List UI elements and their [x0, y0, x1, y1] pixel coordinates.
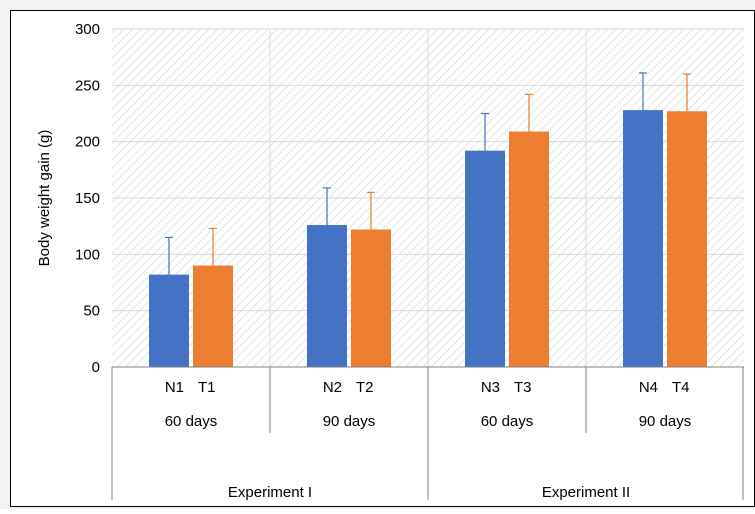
x-tick-label: T1 — [198, 379, 216, 396]
y-axis: 0 50 100 150 200 250 300 — [75, 21, 100, 376]
bar-series1-n3-t3 — [465, 150, 505, 367]
bar-series2-n4-t4 — [667, 111, 707, 367]
x-tick-label: T3 — [514, 379, 532, 396]
duration-label: 90 days — [639, 413, 692, 430]
x-tick-label: T4 — [672, 379, 690, 396]
y-tick-label: 150 — [75, 190, 100, 207]
y-axis-title: Body weight gain (g) — [36, 130, 53, 267]
x-tick-label: T2 — [356, 379, 374, 396]
duration-label: 60 days — [481, 413, 534, 430]
y-tick-label: 0 — [92, 359, 100, 376]
bars — [149, 72, 707, 368]
x-tick-label: N4 — [639, 379, 658, 396]
x-tick-label: N2 — [323, 379, 342, 396]
x-tick-label: N1 — [165, 379, 184, 396]
bar-series1-n4-t4 — [623, 110, 663, 368]
y-tick-label: 250 — [75, 77, 100, 94]
x-axis: N1 T1 60 days N2 T2 90 days N3 T3 60 days N4 T4 90 … — [111, 366, 744, 501]
duration-label: 90 days — [323, 413, 376, 430]
x-tick-label: N3 — [481, 379, 500, 396]
experiment-label: Experiment II — [542, 484, 630, 501]
experiment-label: Experiment I — [228, 484, 312, 501]
y-tick-label: 50 — [83, 303, 100, 320]
y-tick-label: 300 — [75, 21, 100, 38]
bar-series1-n2-t2 — [307, 225, 347, 367]
bar-series2-n2-t2 — [351, 229, 391, 367]
y-tick-label: 200 — [75, 134, 100, 151]
y-tick-label: 100 — [75, 246, 100, 263]
duration-label: 60 days — [165, 413, 218, 430]
bar-series1-n1-t1 — [149, 274, 189, 367]
bar-series2-n1-t1 — [193, 265, 233, 367]
bar-series2-n3-t3 — [509, 131, 549, 367]
